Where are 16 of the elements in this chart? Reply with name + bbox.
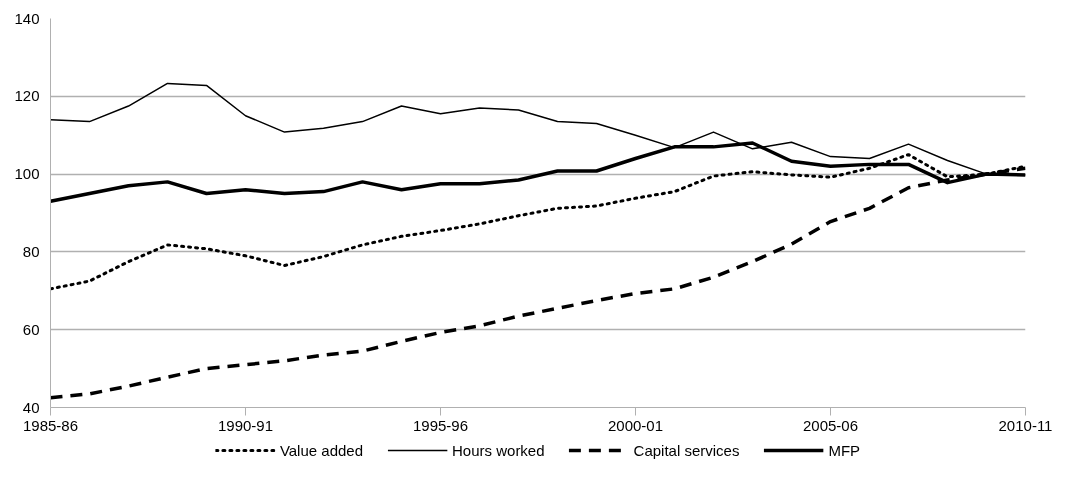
legend-label: MFP [828,441,861,459]
y-tick-label: 60 [22,320,40,338]
y-tick-label: 100 [14,165,40,183]
y-tick-label: 120 [14,87,40,105]
x-tick-label: 1995-96 [412,416,469,434]
legend-label: Hours worked [452,441,545,459]
x-tick-label: 2000-01 [607,416,664,434]
x-tick-label: 2005-06 [802,416,859,434]
y-tick-label: 40 [22,398,40,416]
x-tick-label: 1985-86 [22,416,79,434]
y-tick-label: 140 [14,9,40,27]
legend-label: Capital services [633,441,740,459]
legend-label: Value added [279,441,364,459]
y-tick-label: 80 [22,242,40,260]
x-tick-label: 2010-11 [998,416,1053,434]
x-tick-label: 1990-91 [217,416,274,434]
